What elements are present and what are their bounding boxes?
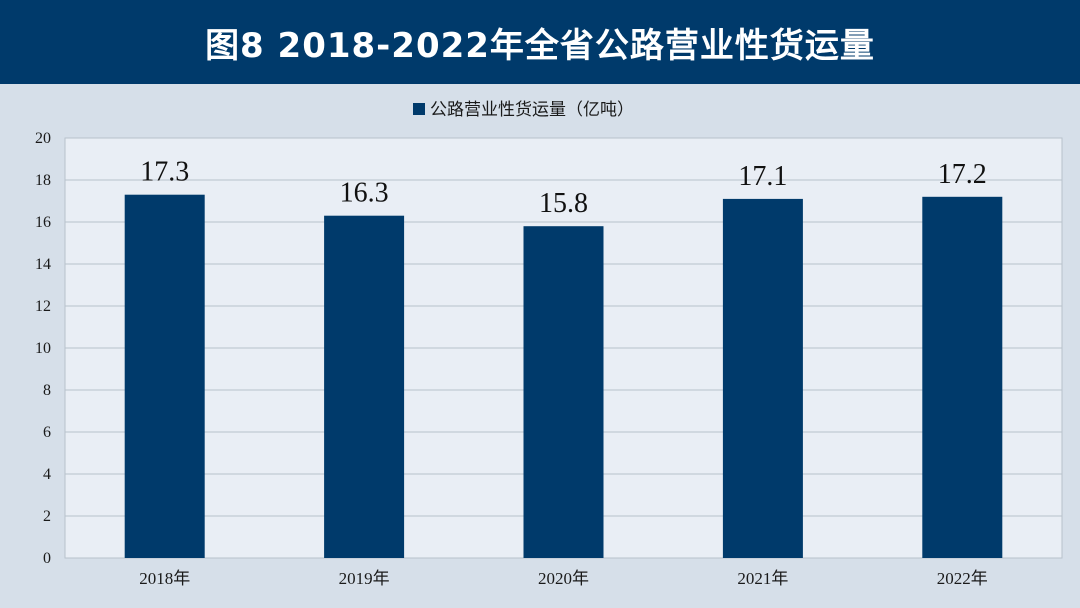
x-tick-label: 2020年 [538,569,589,588]
data-label: 16.3 [340,178,389,209]
y-tick-label: 16 [35,214,51,231]
y-tick-label: 6 [43,424,51,441]
gridlines [65,137,1062,559]
y-tick-label: 20 [35,130,51,147]
y-tick-label: 18 [35,172,51,189]
bar [124,194,205,558]
y-tick-label: 4 [43,466,51,483]
x-tick-label: 2022年 [937,569,988,588]
y-tick-label: 12 [35,298,51,315]
legend-swatch [413,103,425,115]
data-labels: 17.3 16.3 15.8 17.1 17.2 [140,157,987,220]
data-label: 15.8 [539,188,588,219]
y-tick-label: 0 [43,550,51,567]
y-tick-label: 8 [43,382,51,399]
bar [324,215,405,558]
bars [124,194,1003,559]
y-axis-ticks: 0 2 4 6 8 10 12 14 16 18 20 [35,130,51,567]
x-tick-label: 2019年 [339,569,390,588]
bar [722,198,803,558]
x-tick-label: 2018年 [139,569,190,588]
data-label: 17.2 [938,159,987,190]
y-tick-label: 10 [35,340,51,357]
x-tick-label: 2021年 [737,569,788,588]
bar [922,196,1003,559]
y-tick-label: 2 [43,508,51,525]
legend-label: 公路营业性货运量（亿吨） [430,100,634,120]
chart-area: 公路营业性货运量（亿吨） 0 2 4 6 8 10 12 14 16 18 20 17.3 16.3 1… [0,84,1080,608]
data-label: 17.3 [140,157,189,188]
chart-title: 图8 2018-2022年全省公路营业性货运量 [205,25,875,66]
legend: 公路营业性货运量（亿吨） [413,100,634,120]
bar [523,226,604,558]
data-label: 17.1 [738,161,787,192]
x-axis-ticks: 2018年 2019年 2020年 2021年 2022年 [139,569,988,588]
y-tick-label: 14 [35,256,51,273]
chart-header: 图8 2018-2022年全省公路营业性货运量 [0,0,1080,84]
